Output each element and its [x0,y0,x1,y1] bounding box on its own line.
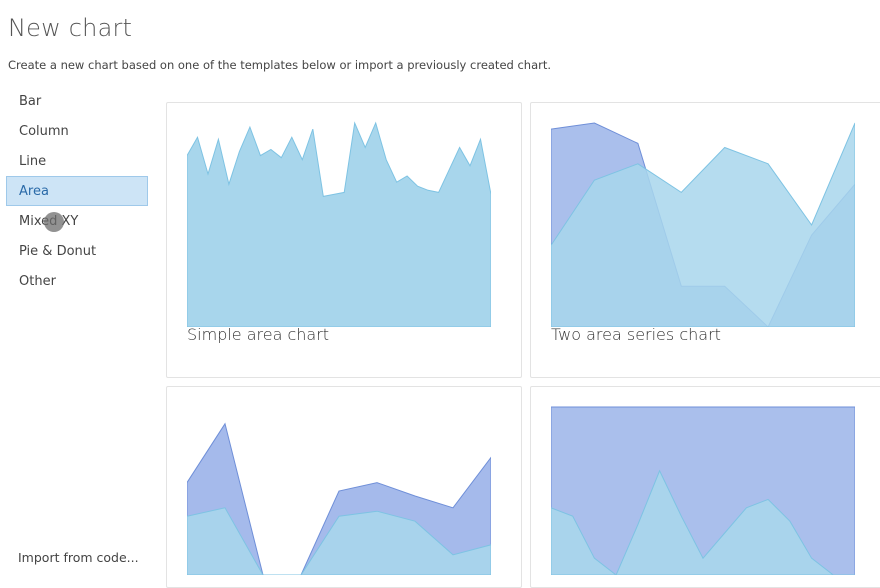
filled-area-chart-preview [551,406,855,575]
mouse-cursor-indicator [44,212,64,232]
template-card-two-area-series[interactable]: Two area series chart [530,102,880,378]
template-card-simple-area[interactable]: Simple area chart [166,102,522,378]
sidebar-item-line[interactable]: Line [19,154,47,169]
sidebar-item-other[interactable]: Other [19,274,56,289]
sidebar-item-mixed-xy[interactable]: Mixed XY [19,214,79,229]
two-area-series-chart-preview [551,122,855,327]
template-card-filled-area[interactable] [530,386,880,588]
sidebar-item-column[interactable]: Column [19,124,69,139]
sidebar-item-pie-donut[interactable]: Pie & Donut [19,244,97,259]
area-series-1 [187,121,491,327]
page-title: New chart [8,14,133,42]
template-label: Two area series chart [551,325,721,344]
simple-area-chart-preview [187,121,491,327]
area-series-2 [551,122,855,327]
page-subtitle: Create a new chart based on one of the t… [8,58,552,72]
area-series-2 [187,507,491,575]
area-series-1 [551,406,855,575]
sidebar-item-bar[interactable]: Bar [19,94,42,109]
template-card-overlapping-area[interactable] [166,386,522,588]
template-label: Simple area chart [187,325,330,344]
area-series-2 [551,469,855,575]
overlapping-area-chart-preview [187,422,491,575]
chart-type-sidebar: Bar Column Line Area Mixed XY Pie & Donu… [6,86,148,296]
import-from-code-link[interactable]: Import from code... [18,550,139,565]
sidebar-item-area[interactable]: Area [6,176,148,206]
